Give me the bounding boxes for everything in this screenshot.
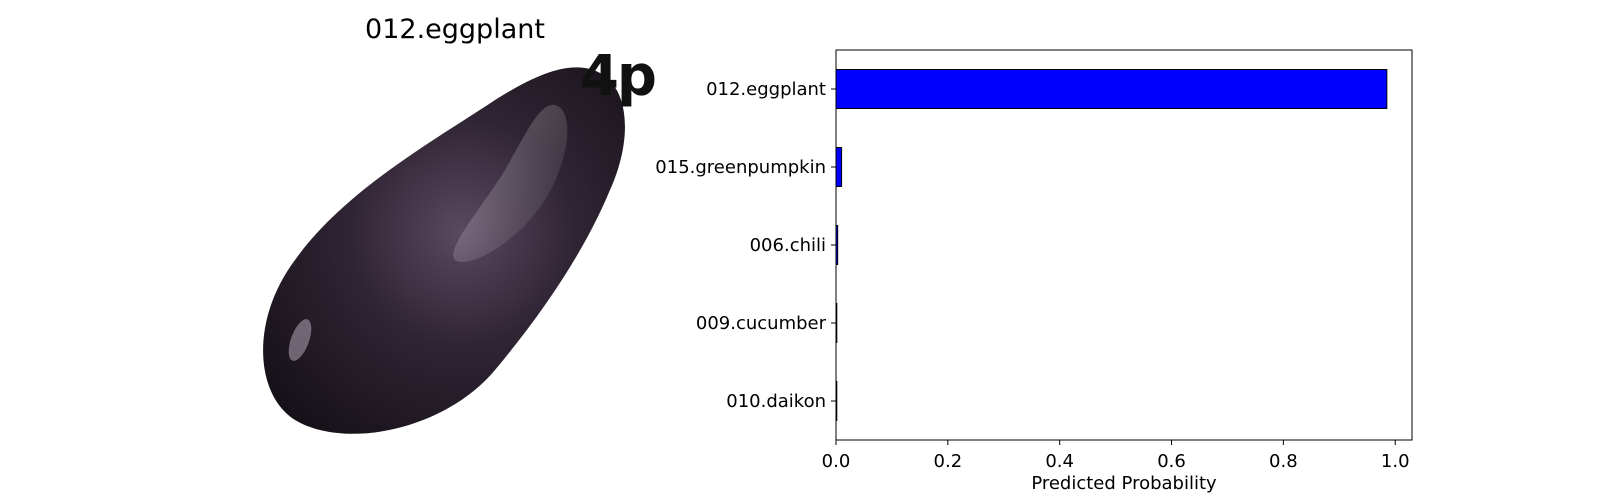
y-tick-label: 010.daikon (726, 391, 826, 412)
bar (835, 147, 843, 187)
x-tick-label: 0.8 (1269, 451, 1298, 472)
x-tick-label: 0.0 (822, 451, 851, 472)
y-tick-label: 015.greenpumpkin (655, 157, 826, 178)
x-axis-label: Predicted Probability (1031, 473, 1217, 494)
x-tick-label: 1.0 (1381, 451, 1410, 472)
watermark-text: 4p (579, 50, 655, 109)
plot-frame (835, 49, 1413, 441)
eggplant-photo: 4p (255, 50, 655, 450)
x-tick-label: 0.4 (1045, 451, 1074, 472)
y-tick-label: 009.cucumber (696, 313, 827, 334)
image-panel: 012.eggplant 4p (0, 0, 680, 500)
image-title: 012.eggplant (365, 14, 545, 45)
y-tick-label: 006.chili (750, 235, 826, 256)
chart-panel: 012.eggplant 015.greenpumpkin 006.chili 009… (640, 0, 1600, 500)
bar (835, 69, 1388, 109)
x-tick-label: 0.2 (934, 451, 963, 472)
eggplant-illustration (263, 67, 625, 434)
probability-bar-chart: 012.eggplant 015.greenpumpkin 006.chili 009… (655, 49, 1413, 494)
y-tick-label: 012.eggplant (706, 79, 826, 100)
x-tick-label: 0.6 (1157, 451, 1186, 472)
